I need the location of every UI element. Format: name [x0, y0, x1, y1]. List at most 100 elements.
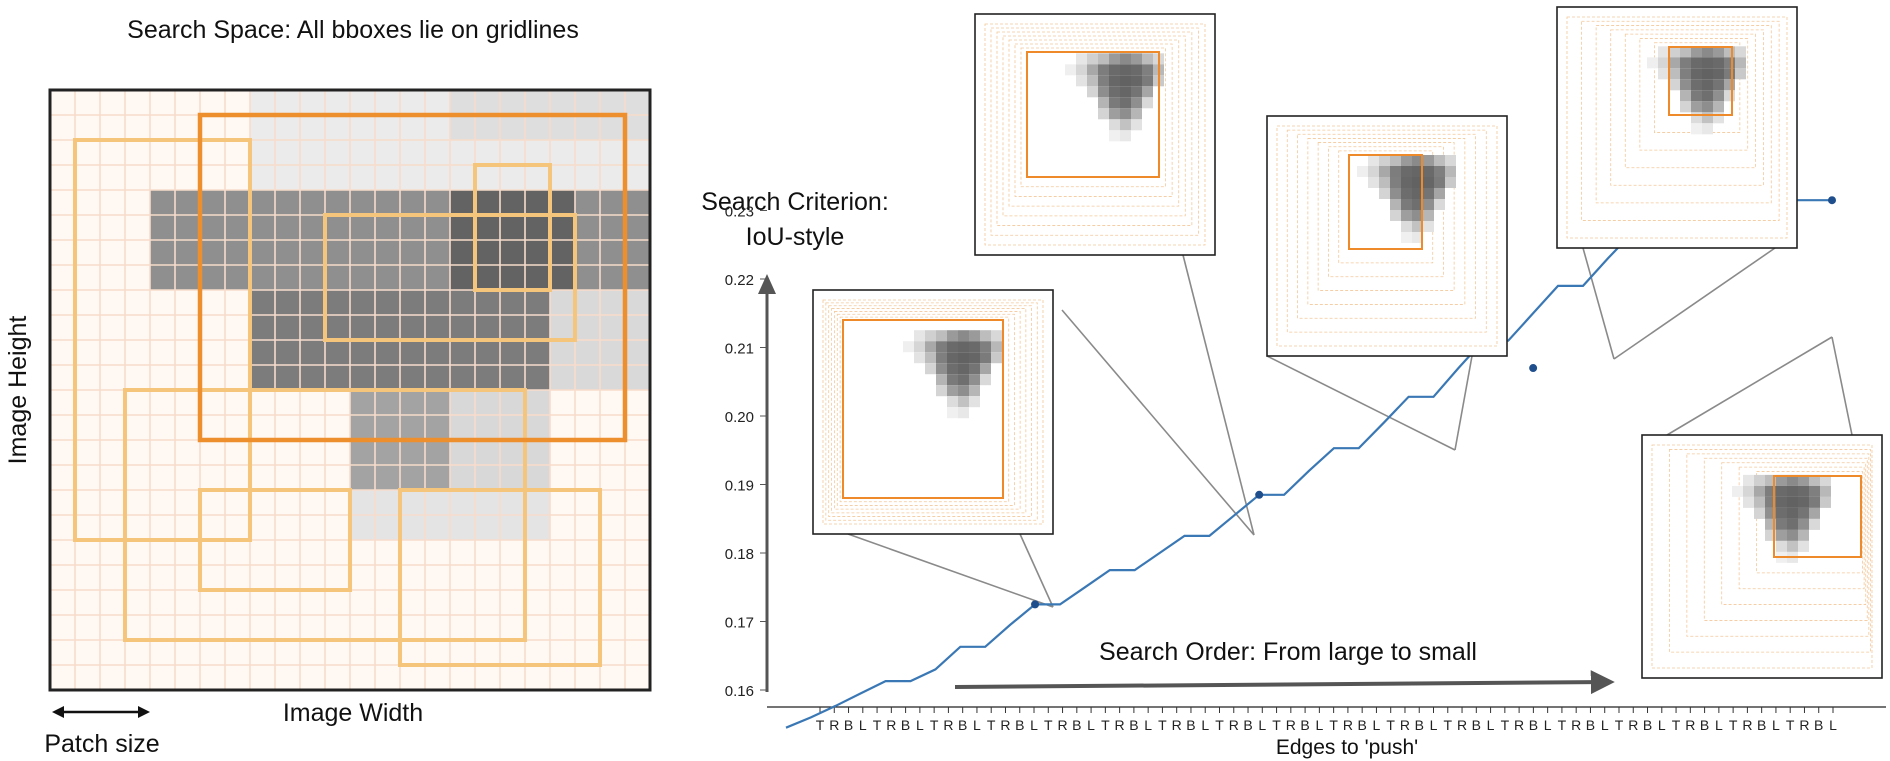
saliency-patch	[1098, 108, 1109, 120]
saliency-patch	[1109, 108, 1120, 120]
saliency-patch	[1423, 210, 1434, 221]
saliency-patch	[1390, 166, 1401, 177]
saliency-patch	[1765, 474, 1776, 486]
saliency-patch	[1713, 57, 1724, 69]
saliency-patch	[1109, 119, 1120, 131]
search-step-outline	[1317, 142, 1455, 291]
x-tick-label: L	[1315, 717, 1323, 733]
saliency-patch	[1131, 108, 1142, 120]
saliency-patch	[1713, 101, 1724, 113]
search-step-outline	[1738, 466, 1865, 590]
saliency-patch	[1724, 90, 1735, 102]
x-tick-label: B	[1586, 717, 1595, 733]
saliency-patch	[1423, 199, 1434, 210]
x-tick-label: B	[958, 717, 967, 733]
patch-size-label: Patch size	[44, 730, 159, 758]
saliency-patch	[991, 352, 1002, 364]
saliency-patch	[1691, 57, 1702, 69]
saliency-patch	[947, 363, 958, 375]
saliency-patch	[1142, 64, 1153, 76]
x-tick-label: L	[973, 717, 981, 733]
y-tick-label: 0.21	[725, 341, 754, 358]
saliency-patch	[1743, 474, 1754, 486]
x-tick-label: T	[1044, 717, 1053, 733]
saliency-patch	[980, 374, 991, 386]
saliency-patch	[1680, 57, 1691, 69]
search-step-outline	[996, 31, 1193, 226]
saliency-patch	[947, 352, 958, 364]
saliency-patch	[1754, 474, 1765, 486]
saliency-patch	[1412, 188, 1423, 199]
inset-connectors	[847, 247, 1853, 608]
saliency-patch	[1820, 485, 1831, 497]
saliency-patch	[936, 330, 947, 342]
saliency-patch	[1401, 232, 1412, 243]
saliency-patch	[1098, 97, 1109, 109]
image-width-label: Image Width	[283, 699, 423, 727]
saliency-patch	[958, 385, 969, 397]
saliency-patch	[1423, 155, 1434, 166]
saliency-patch	[1820, 496, 1831, 508]
x-tick-label: R	[829, 717, 839, 733]
saliency-patch	[1691, 123, 1702, 135]
search-step-outline	[1566, 16, 1788, 239]
x-tick-label: T	[1558, 717, 1567, 733]
saliency-patch	[1434, 166, 1445, 177]
saliency-patch	[1798, 474, 1809, 486]
x-tick-label: T	[816, 717, 825, 733]
saliency-patch	[1131, 75, 1142, 87]
x-tick-label: R	[1057, 717, 1067, 733]
saliency-patch	[1809, 485, 1820, 497]
search-step-outline	[1008, 39, 1180, 207]
saliency-patch	[1390, 199, 1401, 210]
x-tick-label: R	[1571, 717, 1581, 733]
saliency-patch	[980, 363, 991, 375]
saliency-patch	[1390, 155, 1401, 166]
x-tick-label: T	[1386, 717, 1395, 733]
x-tick-label: T	[987, 717, 996, 733]
x-tick-label: T	[1615, 717, 1624, 733]
saliency-patch	[1390, 188, 1401, 199]
current-bbox	[1773, 475, 1862, 558]
saliency-patch	[958, 352, 969, 364]
saliency-patch	[1787, 529, 1798, 541]
saliency-patch	[1809, 474, 1820, 486]
saliency-patch	[1098, 53, 1109, 65]
x-tick-label: L	[1715, 717, 1723, 733]
x-tick-label: T	[1443, 717, 1452, 733]
search-step-outline	[822, 299, 1044, 525]
saliency-patch	[914, 341, 925, 353]
saliency-patch	[1109, 86, 1120, 98]
saliency-patch	[1691, 101, 1702, 113]
search-step-outline	[1328, 146, 1444, 278]
x-tick-label: T	[1672, 717, 1681, 733]
y-tick-label: 0.19	[725, 478, 754, 495]
saliency-patch	[1754, 507, 1765, 519]
inset-thumbnail	[812, 289, 1054, 535]
saliency-patch	[980, 330, 991, 342]
saliency-patch	[1412, 155, 1423, 166]
saliency-patch	[925, 363, 936, 375]
bbox	[198, 488, 352, 592]
x-tick-label: L	[859, 717, 867, 733]
bbox-highlighted	[197, 112, 628, 443]
saliency-patch	[1680, 90, 1691, 102]
saliency-patch	[1735, 57, 1746, 69]
saliency-patch	[1142, 86, 1153, 98]
x-tick-label: R	[1286, 717, 1296, 733]
highlighted-point	[1031, 600, 1040, 609]
x-tick-label: B	[1415, 717, 1424, 733]
x-tick-label: T	[930, 717, 939, 733]
saliency-patch	[1434, 177, 1445, 188]
highlighted-point	[1529, 364, 1538, 373]
saliency-patch	[1120, 53, 1131, 65]
saliency-patch	[1787, 518, 1798, 530]
search-order-arrow	[954, 670, 1615, 695]
saliency-patch	[1412, 177, 1423, 188]
x-tick-label: T	[1101, 717, 1110, 733]
saliency-patch	[1423, 221, 1434, 232]
saliency-patch	[1087, 75, 1098, 87]
saliency-patch	[1798, 540, 1809, 552]
saliency-patch	[969, 341, 980, 353]
